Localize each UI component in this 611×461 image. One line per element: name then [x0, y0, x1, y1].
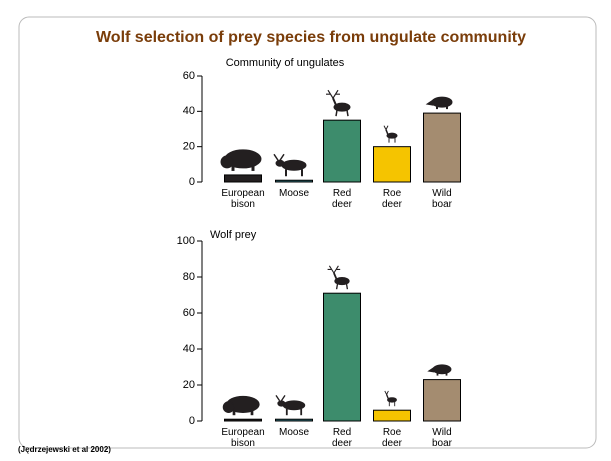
animal-icon-part — [335, 110, 338, 117]
animal-icon-part — [281, 159, 307, 171]
animal-icon-part — [273, 153, 285, 161]
x-tick-label: Wild boar — [431, 427, 452, 449]
animal-icon-part — [384, 390, 389, 395]
animal-icon — [326, 89, 351, 117]
animal-icon-part — [334, 277, 350, 286]
animal-icon-part — [222, 401, 235, 413]
x-tick-label: Roe deer — [381, 427, 402, 449]
slide-frame — [18, 16, 597, 449]
animal-icon-part — [282, 400, 306, 411]
slide-title: Wolf selection of prey species from ungu… — [96, 29, 526, 46]
animal-icon-part — [387, 397, 397, 403]
y-tick-label: 100 — [177, 235, 195, 247]
animal-icon-part — [277, 400, 286, 407]
animal-icon-part — [432, 364, 452, 375]
animal-icon-part — [326, 89, 340, 99]
animal-icon — [427, 364, 452, 376]
y-tick-label: 0 — [189, 176, 195, 188]
y-tick-label: 40 — [183, 343, 195, 355]
y-tick-label: 60 — [183, 307, 195, 319]
x-tick-label: Red deer — [331, 427, 352, 449]
x-tick-label: Moose — [278, 188, 309, 199]
animal-icon-part — [385, 394, 390, 400]
animal-icon-part — [332, 97, 337, 106]
animal-icon-part — [386, 132, 398, 139]
bar — [323, 119, 361, 183]
bar — [423, 112, 461, 183]
bar — [373, 146, 411, 183]
animal-icon-part — [385, 129, 389, 135]
y-tick-label: 60 — [183, 70, 195, 82]
animal-icon-part — [383, 125, 389, 130]
bar — [323, 292, 361, 422]
chart-title: Community of ungulates — [226, 57, 345, 69]
source-note: (Jędrzejewski et al 2002) — [18, 445, 111, 454]
animal-icon-part — [333, 272, 338, 280]
y-tick-label: 20 — [183, 379, 195, 391]
bar — [373, 409, 411, 422]
animal-icon — [384, 390, 397, 407]
animal-icon-part — [345, 283, 349, 290]
animal-icon-part — [427, 366, 435, 373]
animal-icon-part — [346, 110, 349, 117]
animal-icon-part — [327, 265, 341, 274]
bar — [275, 418, 313, 422]
animal-icon-part — [220, 155, 234, 169]
animal-icon — [383, 125, 398, 143]
animal-icon-part — [425, 99, 434, 106]
animal-icon-part — [431, 96, 453, 108]
animal-icon — [425, 96, 453, 110]
animal-icon — [273, 153, 307, 177]
animal-icon-part — [335, 283, 339, 290]
x-tick-label: European bison — [221, 427, 265, 449]
animal-icon — [327, 265, 350, 290]
bar — [224, 174, 262, 183]
animal-icon-part — [275, 159, 285, 167]
animal-icon-part — [275, 395, 286, 402]
y-tick-label: 0 — [189, 415, 195, 427]
x-tick-label: Roe deer — [381, 188, 402, 210]
animal-icon-part — [333, 102, 351, 112]
y-tick-label: 80 — [183, 271, 195, 283]
x-tick-label: Moose — [278, 427, 309, 438]
chart-title: Wolf prey — [210, 229, 257, 241]
animal-icon — [275, 395, 306, 416]
x-tick-label: Red deer — [331, 188, 352, 210]
animal-icon — [222, 395, 260, 416]
animal-icon — [220, 149, 262, 171]
bar — [275, 179, 313, 183]
y-tick-label: 40 — [183, 105, 195, 117]
bar — [423, 379, 461, 422]
y-tick-label: 20 — [183, 141, 195, 153]
bar — [224, 418, 262, 422]
x-tick-label: Wild boar — [431, 188, 452, 210]
x-tick-label: European bison — [221, 188, 265, 210]
